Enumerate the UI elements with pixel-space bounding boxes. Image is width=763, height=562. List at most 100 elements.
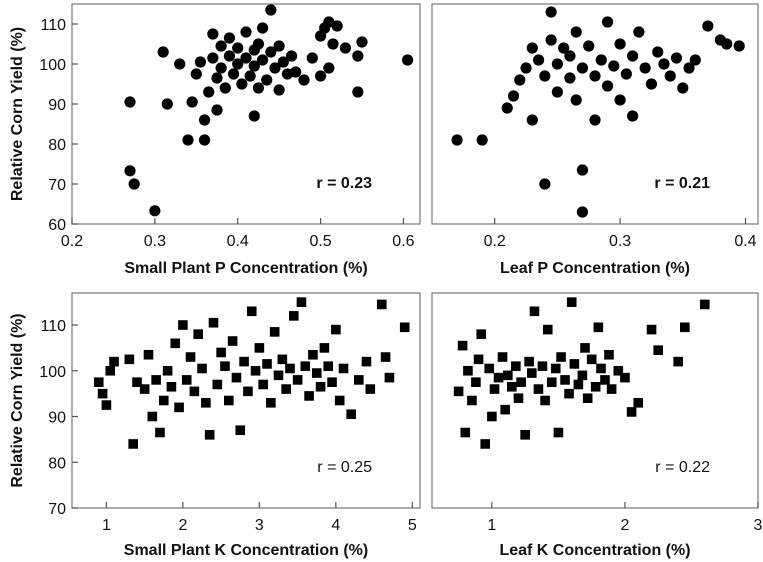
data-point (323, 62, 335, 74)
data-point (128, 178, 140, 190)
data-point (93, 377, 104, 388)
data-point (593, 322, 604, 333)
data-point (269, 62, 281, 74)
data-point (620, 372, 630, 383)
data-point (513, 393, 524, 404)
data-point (493, 372, 504, 383)
data-point (365, 384, 376, 394)
data-point (589, 114, 601, 126)
data-point (542, 324, 553, 335)
data-point (215, 40, 227, 52)
data-point (338, 363, 349, 374)
data-point (733, 40, 745, 52)
data-point (606, 384, 617, 394)
data-point (484, 363, 495, 374)
data-point (273, 40, 285, 52)
x-tick-label: 0.3 (144, 233, 166, 250)
data-point (526, 114, 538, 126)
data-point (546, 377, 557, 388)
data-point (266, 397, 276, 408)
data-point (658, 58, 670, 70)
data-point (285, 363, 295, 374)
data-point (265, 4, 277, 16)
data-point (256, 22, 269, 34)
data-point (627, 110, 639, 122)
data-point (292, 375, 303, 385)
data-point (524, 356, 534, 367)
data-point (211, 72, 223, 84)
data-point (308, 349, 318, 360)
data-point (529, 306, 540, 317)
data-point (240, 52, 252, 64)
correlation-label: r = 0.22 (655, 459, 710, 476)
data-point (166, 381, 177, 392)
data-point (489, 384, 500, 394)
data-point (236, 78, 248, 90)
plot-frame (431, 292, 759, 509)
x-tick-label: 2 (620, 517, 629, 534)
data-point (331, 20, 343, 32)
data-point (346, 409, 356, 420)
data-point (566, 297, 577, 307)
y-tick-label: 80 (48, 137, 66, 154)
data-point (97, 388, 108, 399)
data-point (281, 384, 291, 394)
y-tick-label: 90 (48, 97, 66, 114)
data-point (101, 400, 112, 410)
data-point (158, 395, 169, 406)
data-point (501, 102, 513, 114)
data-point (551, 58, 563, 70)
data-point (569, 359, 580, 369)
data-point (699, 299, 710, 310)
data-point (170, 338, 181, 349)
x-tick-label: 0.6 (392, 233, 414, 250)
data-point (132, 377, 142, 388)
data-point (246, 306, 257, 317)
data-point (539, 70, 551, 82)
data-point (614, 38, 626, 50)
data-point (211, 104, 223, 116)
data-point (265, 46, 277, 58)
data-point (576, 164, 589, 176)
data-point (185, 352, 196, 362)
y-tick-label: 90 (48, 410, 66, 427)
data-point (178, 320, 188, 330)
y-tick-label: 60 (48, 217, 66, 234)
correlation-label: r = 0.21 (654, 175, 710, 192)
y-tick-label: 70 (48, 177, 66, 194)
x-axis-label: Small Plant P Concentration (%) (124, 260, 367, 277)
data-point (457, 340, 468, 351)
data-point (677, 82, 689, 94)
data-point (471, 377, 481, 388)
x-axis-label: Leaf P Concentration (%) (500, 260, 690, 277)
data-point (182, 134, 194, 146)
data-point (354, 375, 364, 385)
data-point (560, 375, 570, 385)
x-tick-label: 0.3 (609, 233, 631, 250)
x-axis-label: Leaf K Concentration (%) (499, 542, 690, 559)
data-point (109, 356, 119, 367)
data-point (143, 349, 154, 360)
data-point (683, 62, 695, 74)
data-point (361, 356, 372, 367)
correlation-label: r = 0.23 (316, 175, 372, 192)
data-point (480, 439, 491, 449)
data-point (582, 393, 593, 404)
data-point (451, 134, 463, 146)
data-point (128, 439, 138, 449)
plot-frame (431, 3, 759, 225)
data-point (186, 96, 198, 108)
data-point (254, 343, 265, 353)
data-point (545, 6, 557, 18)
data-point (190, 68, 202, 80)
data-point (401, 54, 414, 66)
data-point (380, 352, 391, 362)
x-tick-label: 0.2 (61, 233, 83, 250)
data-point (174, 402, 184, 413)
x-tick-label: 1 (102, 517, 111, 534)
data-point (124, 96, 136, 108)
data-point (315, 381, 326, 392)
data-point (503, 370, 513, 381)
data-point (533, 384, 544, 394)
